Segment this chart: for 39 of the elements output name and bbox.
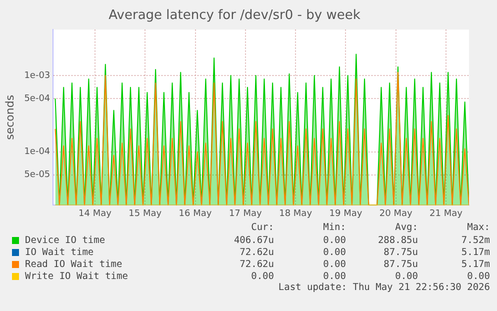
y-tick-label: 5e-04 [24, 94, 50, 104]
text: 7.52m [460, 234, 490, 246]
x-tick-label: 20 May [379, 208, 413, 219]
text: Min: [322, 222, 346, 234]
text: 0.00 [322, 258, 346, 270]
y-tick-label: 1e-03 [24, 70, 50, 81]
text: 5.17m [460, 258, 490, 270]
text: 0.00 [250, 270, 274, 282]
text: 0.00 [322, 234, 346, 246]
y-axis-title: seconds [3, 94, 16, 140]
y-tick-label: 5e-05 [24, 170, 50, 180]
y-tick-label: 1e-04 [24, 147, 50, 158]
chart-title: Average latency for /dev/sr0 - by week [108, 8, 361, 24]
text: 87.75u [382, 258, 418, 270]
text: Cur: [250, 222, 274, 234]
legend-label: Write IO Wait time [25, 270, 128, 282]
legend-label: IO Wait time [25, 246, 94, 258]
text: 0.00 [322, 270, 346, 282]
x-tick-label: 17 May [228, 208, 263, 219]
text: 72.62u [238, 258, 274, 270]
text: Last update: Thu May 21 22:56:30 2026 [277, 282, 490, 294]
text: Max: [466, 222, 490, 234]
text: 0.00 [394, 270, 418, 282]
legend-label: Read IO Wait time [25, 258, 122, 270]
x-tick-label: 16 May [178, 208, 212, 219]
x-tick-label: 21 May [430, 208, 464, 219]
text: 5.17m [460, 246, 490, 258]
text: Avg: [394, 222, 418, 234]
x-tick-label: 18 May [279, 208, 313, 219]
x-tick-label: 15 May [128, 208, 162, 219]
text: 0.00 [466, 270, 490, 282]
x-tick-label: 19 May [329, 208, 363, 219]
text: 288.85u [376, 234, 418, 246]
text: 72.62u [238, 246, 274, 258]
legend-label: Device IO time [25, 234, 106, 246]
text: 406.67u [232, 234, 274, 246]
x-tick-label: 14 May [78, 208, 112, 219]
text: 87.75u [382, 246, 418, 258]
text: 0.00 [322, 246, 346, 258]
